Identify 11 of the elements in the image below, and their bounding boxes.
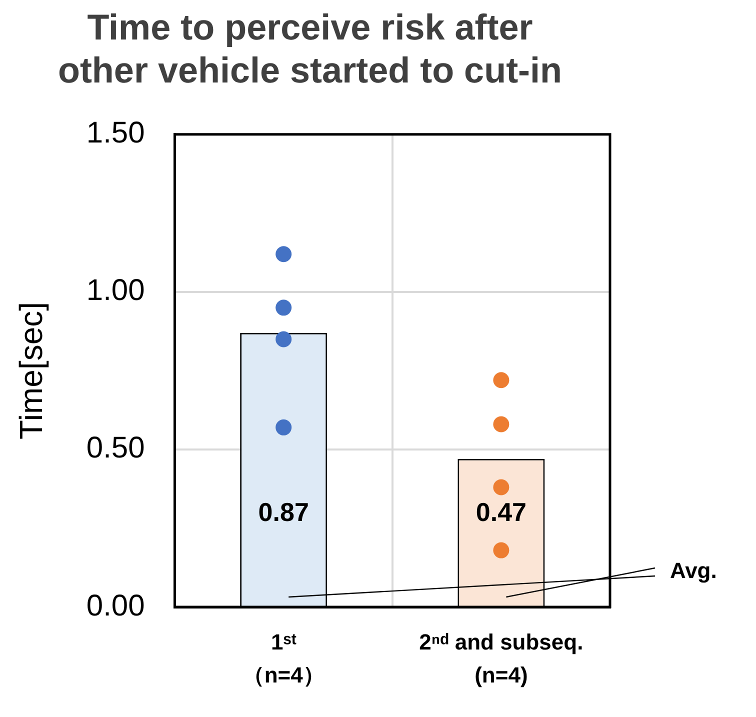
y-axis-title: Time[sec] <box>13 302 50 440</box>
data-label: 0.87 <box>258 497 309 528</box>
x-tick-label: 1ˢᵗ （n=4） <box>242 630 325 688</box>
y-tick-label: 0.00 <box>86 589 145 622</box>
y-tick-label: 1.50 <box>86 116 145 150</box>
y-tick-label: 1.00 <box>86 274 145 308</box>
text: Avg. <box>670 558 717 584</box>
data-label: 0.47 <box>476 497 526 528</box>
y-tick-label: 0.50 <box>86 432 145 465</box>
x-tick-label: 2ⁿᵈ and subseq. (n=4) <box>419 630 584 688</box>
chart-title: Time to perceive risk after other vehicle started to cut-in <box>58 6 562 91</box>
